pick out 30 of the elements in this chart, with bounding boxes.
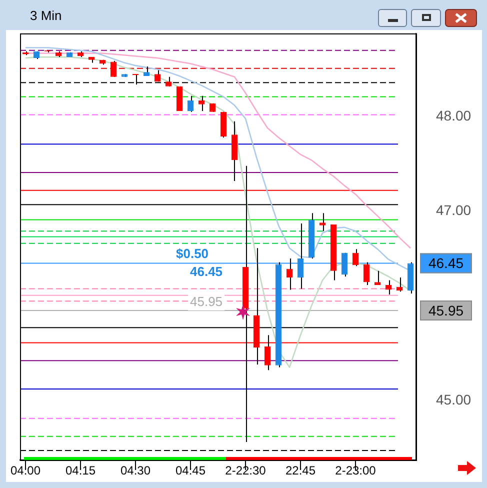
x-tick-label: 22:45	[285, 464, 316, 478]
candlestick	[297, 223, 304, 290]
chart-title: 3 Min	[30, 8, 62, 23]
x-tick-label: 04:15	[65, 464, 96, 478]
candlestick	[143, 66, 150, 76]
candlestick	[110, 60, 117, 78]
y-tick-label: 45.00	[436, 391, 472, 408]
x-tick-label: 04:00	[10, 464, 41, 478]
annotation: 45.95	[190, 294, 223, 310]
y-tick-label: 47.00	[436, 202, 472, 218]
candlestick	[374, 270, 381, 286]
candlestick	[319, 212, 326, 232]
annotation: $0.50	[176, 246, 209, 261]
y-tick-label: 48.00	[436, 108, 472, 124]
candlestick	[220, 111, 227, 138]
ref-line-label: 45.95	[428, 302, 464, 318]
x-tick-label: 2-22:30	[225, 464, 266, 478]
candlestick	[352, 248, 359, 267]
x-tick-label: 04:45	[175, 464, 206, 478]
ref-line-label: 46.45	[428, 255, 464, 272]
x-tick-label: 2-23:00	[335, 464, 376, 478]
candlestick	[385, 280, 392, 295]
candlestick	[231, 120, 238, 182]
candlestick	[286, 258, 293, 290]
annotation: 46.45	[190, 264, 223, 279]
candlestick	[198, 95, 205, 112]
x-tick-label: 04:30	[120, 464, 151, 478]
candlestick	[187, 95, 194, 112]
candlestick	[363, 262, 370, 286]
candlestick	[341, 252, 348, 277]
